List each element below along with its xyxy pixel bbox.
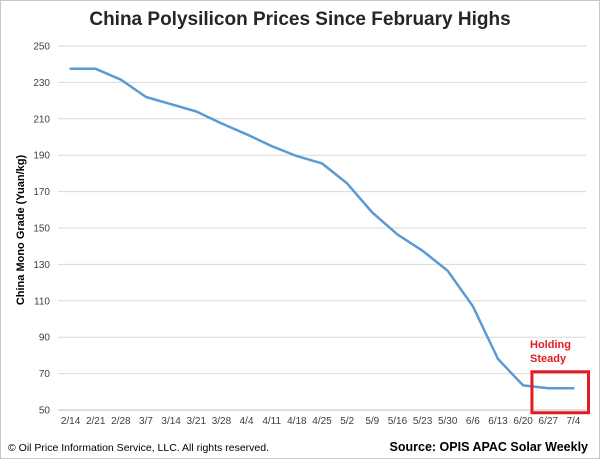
x-tick-label: 4/11 [262, 416, 281, 427]
data-point [346, 182, 348, 185]
data-point [371, 211, 374, 214]
data-point [170, 103, 172, 106]
x-tick-label: 3/21 [187, 416, 207, 427]
data-point [547, 387, 550, 389]
data-point [472, 305, 474, 308]
chart-title: China Polysilicon Prices Since February … [89, 9, 511, 30]
y-tick-label: 230 [33, 78, 50, 89]
x-tick-label: 2/21 [86, 416, 106, 427]
y-tick-label: 50 [39, 406, 51, 417]
series-line [69, 67, 575, 390]
x-tick-label: 6/13 [488, 416, 508, 427]
data-point [296, 155, 298, 157]
data-points [69, 67, 575, 389]
y-tick-label: 90 [39, 333, 51, 344]
data-point [120, 78, 122, 81]
x-tick-label: 5/2 [340, 416, 354, 427]
holding-steady-annotation: Holding Steady [530, 338, 580, 366]
x-tick-label: 4/18 [287, 416, 307, 427]
copyright-notice: © Oil Price Information Service, LLC. Al… [8, 442, 269, 454]
data-point [321, 162, 323, 165]
y-tick-label: 210 [33, 114, 50, 125]
x-tick-label: 2/28 [111, 416, 131, 427]
x-tick-label: 6/20 [513, 416, 533, 427]
data-point [522, 384, 524, 387]
x-tick-label: 3/28 [212, 416, 232, 427]
x-tick-label: 7/4 [566, 416, 580, 427]
data-point [270, 145, 273, 147]
x-tick-label: 2/14 [61, 416, 81, 427]
holding-steady-box [530, 370, 591, 415]
data-point [220, 122, 223, 125]
y-tick-label: 170 [33, 187, 50, 198]
annotation-line-1: Holding [530, 339, 571, 351]
y-tick-label: 130 [33, 260, 50, 271]
data-point [245, 133, 248, 136]
x-tick-label: 3/14 [161, 416, 181, 427]
y-tick-label: 110 [34, 296, 50, 307]
x-tick-label: 5/9 [365, 416, 379, 427]
x-tick-label: 3/7 [139, 416, 153, 427]
data-point [94, 67, 97, 70]
x-tick-label: 6/27 [539, 416, 559, 427]
data-point [446, 269, 449, 272]
data-point [195, 110, 198, 113]
y-tick-label: 70 [39, 369, 51, 380]
source-credit: Source: OPIS APAC Solar Weekly [389, 440, 588, 454]
data-point [396, 233, 399, 236]
x-tick-label: 4/25 [312, 416, 332, 427]
data-point [572, 387, 575, 389]
gridlines [58, 45, 586, 375]
data-point [69, 67, 72, 70]
annotation-line-2: Steady [530, 353, 567, 365]
x-tick-label: 6/6 [466, 416, 480, 427]
y-axis-ticks: 50 70 90 110 130 150 170 190 210 230 250 [33, 42, 50, 417]
y-tick-label: 150 [33, 224, 50, 235]
data-point [421, 249, 424, 252]
y-tick-label: 250 [33, 42, 50, 53]
x-tick-label: 5/23 [413, 416, 433, 427]
data-point [145, 96, 147, 98]
x-tick-label: 5/30 [438, 416, 458, 427]
x-axis-ticks: 2/14 2/21 2/28 3/7 3/14 3/21 3/28 4/4 4/11 4/18 4/… [61, 416, 581, 427]
x-tick-label: 4/4 [240, 416, 254, 427]
x-tick-label: 5/16 [388, 416, 408, 427]
y-tick-label: 190 [33, 151, 50, 162]
data-point [497, 358, 499, 360]
